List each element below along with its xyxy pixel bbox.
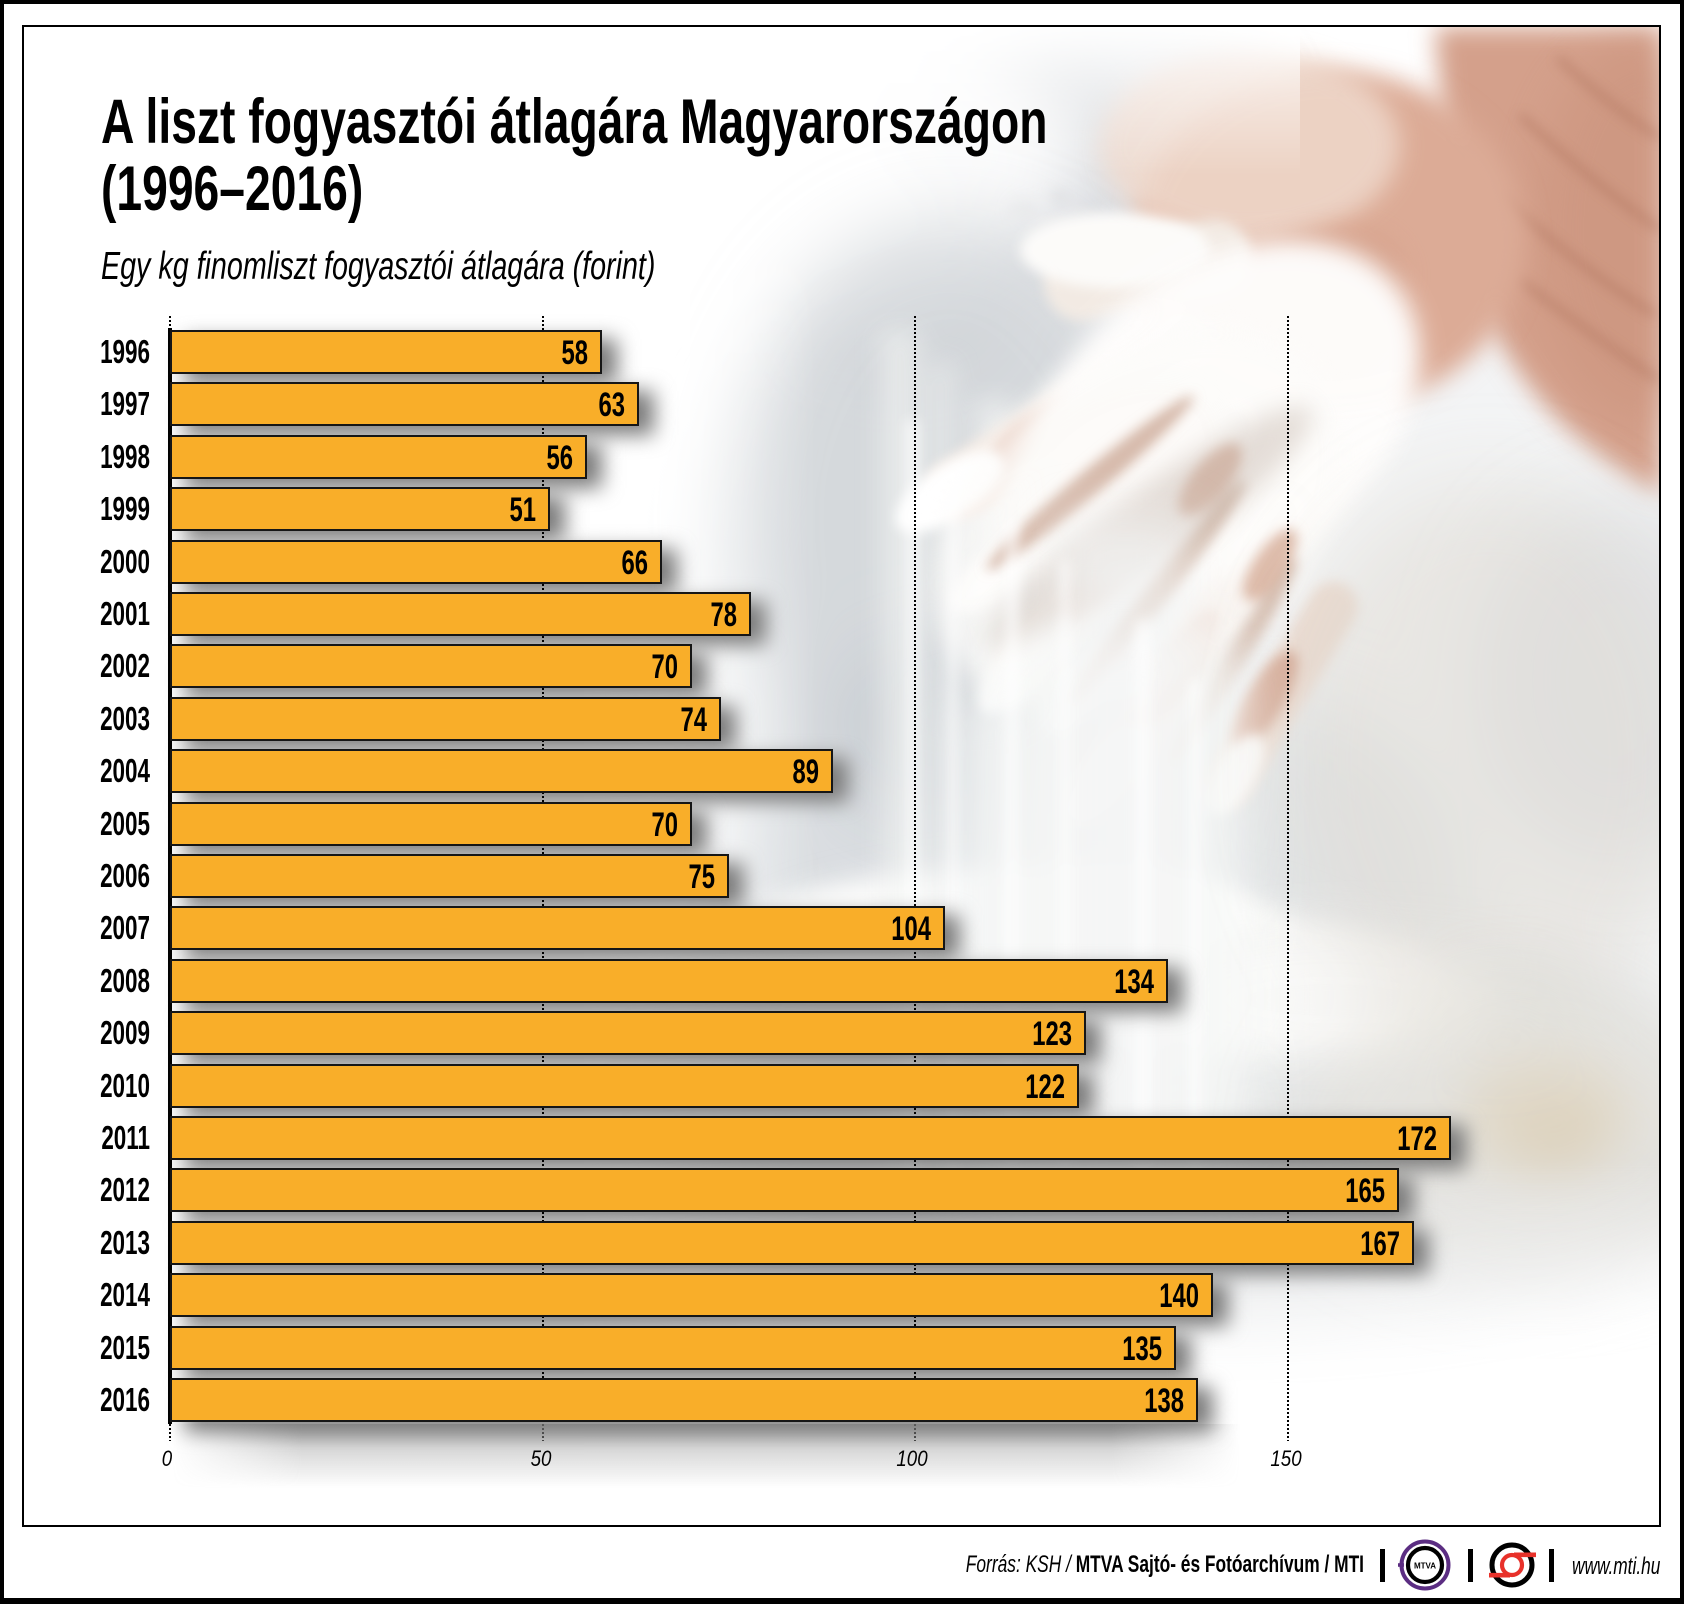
svg-text:MTVA: MTVA <box>1414 1562 1436 1571</box>
